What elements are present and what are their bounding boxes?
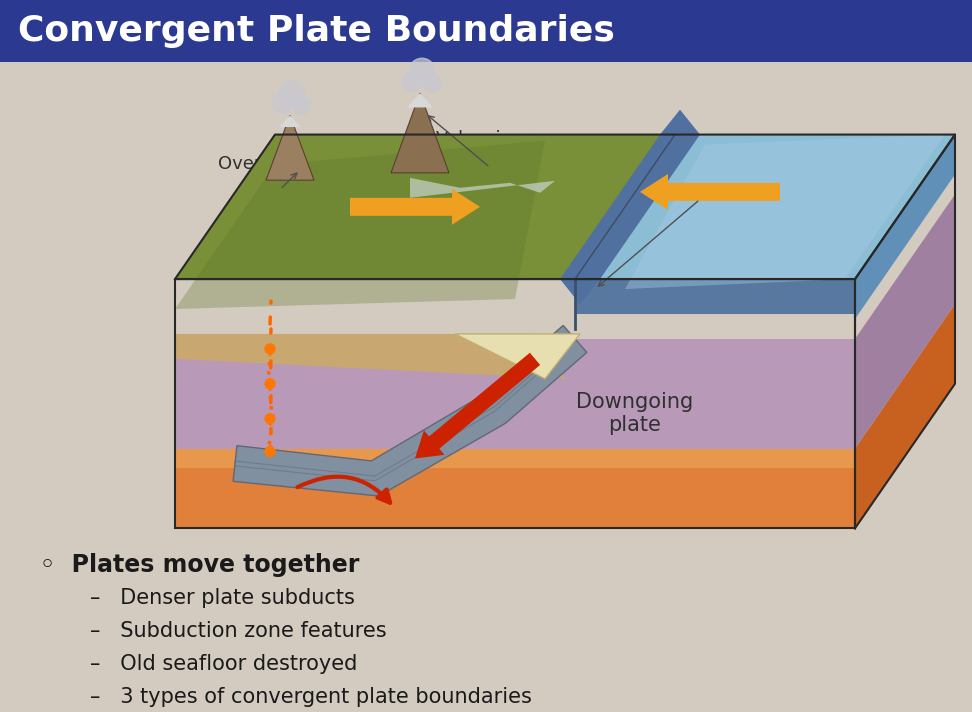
Polygon shape (175, 339, 855, 449)
Circle shape (265, 446, 275, 456)
Polygon shape (575, 279, 855, 314)
Polygon shape (407, 93, 433, 108)
Text: –   Denser plate subducts: – Denser plate subducts (90, 588, 355, 608)
Polygon shape (175, 334, 565, 379)
Text: Volcanic arc: Volcanic arc (435, 130, 544, 147)
Polygon shape (415, 352, 540, 459)
Polygon shape (575, 135, 955, 279)
Text: Overriding
plate: Overriding plate (218, 155, 312, 193)
Bar (0, 0, 972, 62)
Polygon shape (175, 334, 570, 359)
Polygon shape (350, 189, 480, 225)
Circle shape (279, 80, 305, 106)
Circle shape (265, 414, 275, 424)
Circle shape (272, 93, 292, 113)
Polygon shape (279, 115, 300, 127)
Polygon shape (391, 93, 449, 173)
Circle shape (409, 58, 435, 84)
Circle shape (265, 344, 275, 354)
Circle shape (423, 74, 441, 92)
Polygon shape (175, 140, 545, 309)
Circle shape (265, 379, 275, 389)
Polygon shape (855, 304, 955, 528)
Polygon shape (455, 334, 580, 379)
Text: –   3 types of convergent plate boundaries: – 3 types of convergent plate boundaries (90, 687, 532, 707)
Polygon shape (640, 174, 780, 210)
Text: –   Subduction zone features: – Subduction zone features (90, 621, 387, 641)
Polygon shape (175, 449, 855, 468)
Polygon shape (175, 449, 855, 528)
Polygon shape (855, 135, 955, 319)
Polygon shape (410, 178, 555, 198)
Text: Downgoing
plate: Downgoing plate (576, 392, 694, 435)
Circle shape (293, 96, 311, 115)
Circle shape (402, 71, 422, 91)
Text: –   Old seafloor destroyed: – Old seafloor destroyed (90, 654, 358, 674)
Polygon shape (233, 325, 587, 496)
Text: Convergent Plate Boundaries: Convergent Plate Boundaries (18, 14, 615, 48)
Polygon shape (175, 135, 675, 279)
Text: Trench: Trench (671, 167, 730, 185)
Polygon shape (560, 110, 700, 304)
Polygon shape (266, 115, 314, 180)
Polygon shape (625, 135, 945, 289)
Text: ◦  Plates move together: ◦ Plates move together (40, 553, 360, 577)
Polygon shape (855, 194, 955, 449)
